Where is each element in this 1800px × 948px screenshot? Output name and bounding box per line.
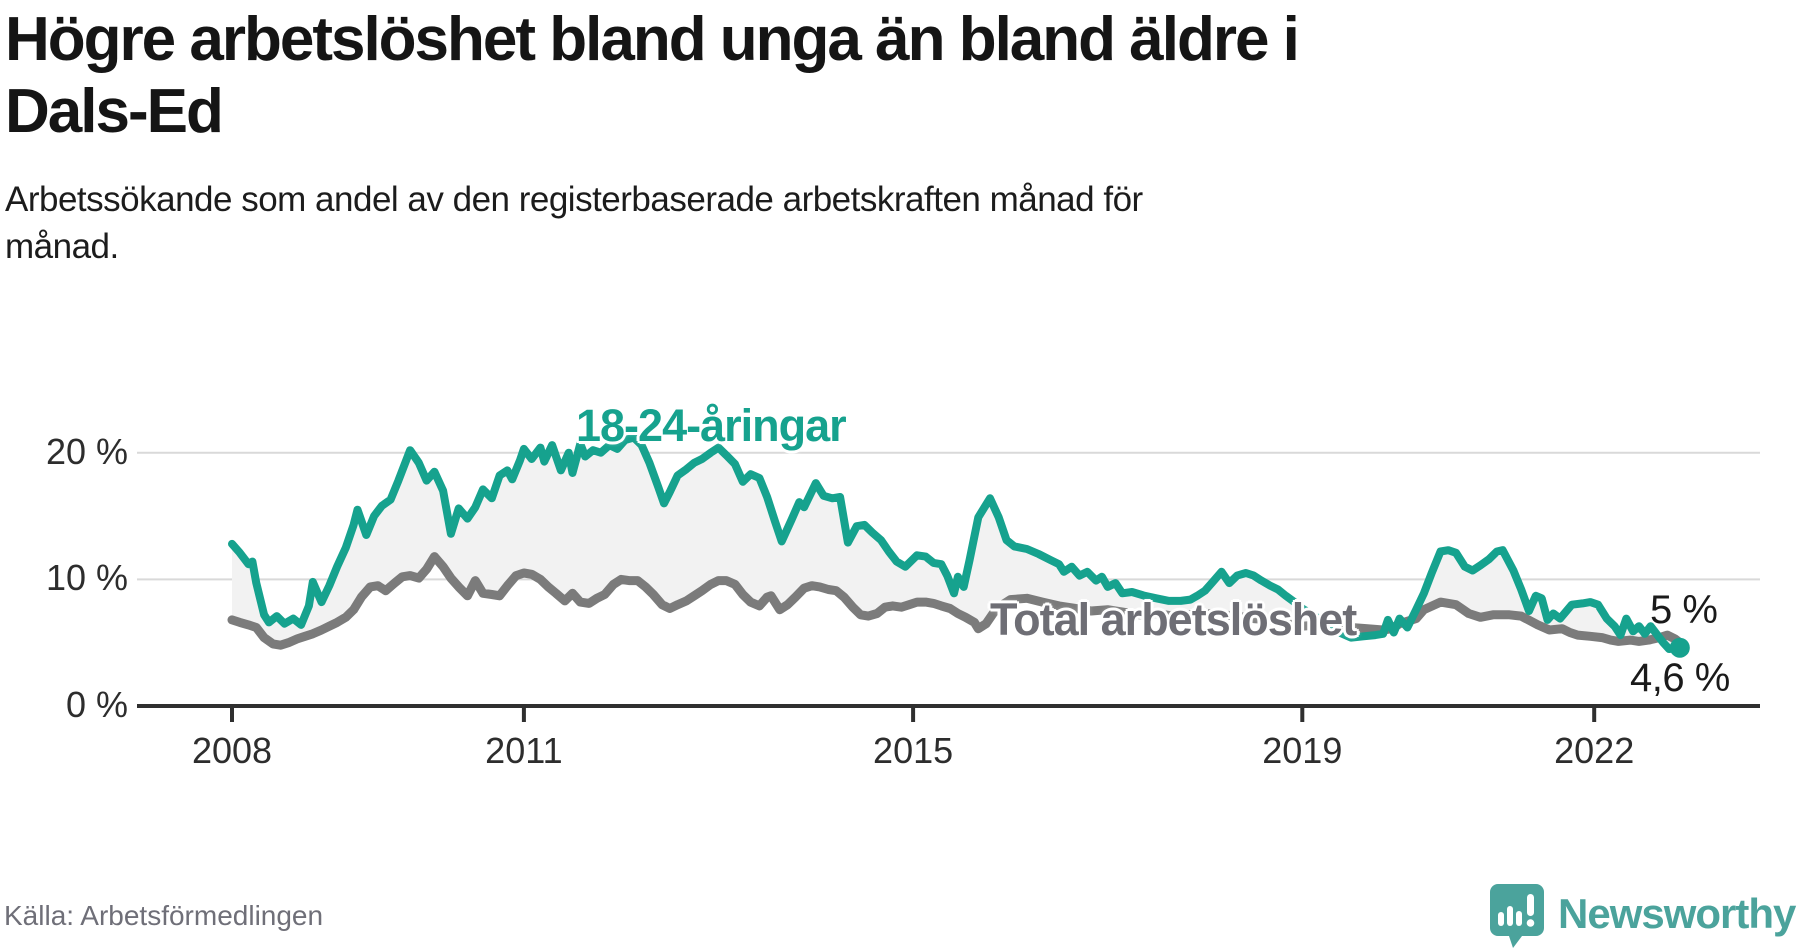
newsworthy-wordmark: Newsworthy [1558, 890, 1796, 937]
newsworthy-logo-icon [1490, 884, 1544, 948]
page-title: Högre arbetslöshet bland unga än bland ä… [5, 5, 1300, 146]
newsworthy-brand: Newsworthy [1490, 884, 1796, 948]
chart-header: Högre arbetslöshet bland unga än bland ä… [5, 0, 1797, 270]
chart-subtitle: Arbetssökande som andel av den registerb… [5, 179, 1143, 267]
source-note: Källa: Arbetsförmedlingen [4, 900, 324, 931]
